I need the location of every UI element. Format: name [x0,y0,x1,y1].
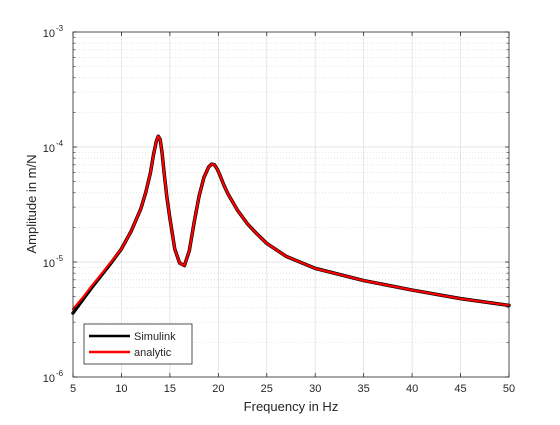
legend-label-analytic: analytic [134,347,172,359]
x-tick-label: 35 [358,383,370,395]
x-tick-label: 10 [115,383,127,395]
legend-label-simulink: Simulink [134,331,176,343]
y-tick-labels: 10-610-510-410-3 [43,24,64,385]
y-tick-label: 10 -5 [43,254,64,270]
x-tick-label: 25 [261,383,273,395]
y-tick-label: 10 -6 [43,369,64,385]
x-tick-label: 45 [454,383,466,395]
x-tick-label: 40 [406,383,418,395]
y-tick-exponent: -3 [56,24,64,33]
series-lines [71,134,511,315]
x-tick-label: 30 [309,383,321,395]
x-axis-label: Frequency in Hz [244,399,339,414]
axes-box [72,31,510,378]
y-tick-label: 10 -4 [43,139,64,155]
y-axis-label: Amplitude in m/N [24,155,39,254]
y-tick-exponent: -5 [56,254,64,263]
y-tick-base: 10 [43,28,55,40]
x-tick-label: 15 [164,383,176,395]
y-tick-base: 10 [43,373,55,385]
y-tick-base: 10 [43,258,55,270]
ticks [72,31,510,378]
series-line-analytic [71,135,511,311]
y-tick-label: 10 -3 [43,24,64,40]
legend-box [83,323,193,365]
x-tick-label: 20 [212,383,224,395]
plot-area [73,32,509,377]
y-tick-exponent: -6 [56,369,64,378]
x-tick-labels: 5 10 15 20 25 30 35 40 45 50 [70,383,515,395]
x-tick-label: 50 [503,383,515,395]
legend: Simulink analytic [83,323,193,365]
y-tick-exponent: -4 [56,139,64,148]
y-tick-base: 10 [43,143,55,155]
x-tick-label: 5 [70,383,76,395]
